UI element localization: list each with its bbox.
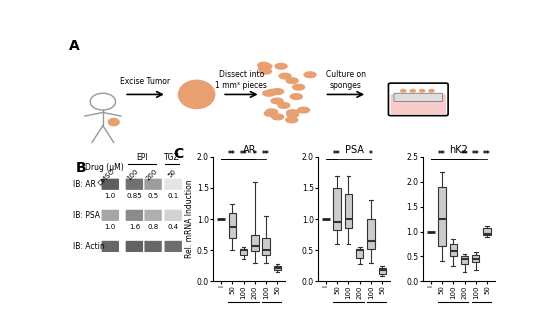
PathPatch shape — [240, 249, 248, 255]
Text: *: * — [369, 150, 373, 159]
Text: IB: AR: IB: AR — [73, 180, 96, 189]
Y-axis label: Rel. mRNA Induction: Rel. mRNA Induction — [185, 180, 194, 258]
Ellipse shape — [271, 98, 283, 104]
Ellipse shape — [263, 90, 274, 96]
Text: 100: 100 — [126, 168, 140, 182]
Text: IB: PSA: IB: PSA — [73, 211, 100, 220]
Text: 1.0: 1.0 — [104, 224, 116, 230]
PathPatch shape — [378, 268, 386, 274]
Ellipse shape — [278, 103, 290, 108]
Text: Drug (μM): Drug (μM) — [85, 163, 124, 172]
FancyBboxPatch shape — [102, 210, 119, 221]
FancyBboxPatch shape — [125, 241, 143, 252]
Text: 0.4: 0.4 — [168, 224, 179, 230]
Text: **: ** — [262, 150, 270, 159]
Text: 1.6: 1.6 — [129, 224, 140, 230]
Text: Dissect into: Dissect into — [219, 70, 264, 79]
PathPatch shape — [356, 249, 364, 258]
Text: 1 mm³ pieces: 1 mm³ pieces — [216, 81, 267, 90]
Ellipse shape — [286, 117, 298, 123]
Text: EPI: EPI — [136, 154, 147, 162]
PathPatch shape — [251, 234, 258, 252]
Ellipse shape — [258, 62, 270, 68]
Text: **: ** — [461, 150, 469, 159]
Ellipse shape — [265, 111, 276, 116]
Ellipse shape — [260, 64, 272, 69]
Ellipse shape — [429, 89, 434, 92]
Text: TGZ: TGZ — [164, 154, 180, 162]
FancyBboxPatch shape — [145, 210, 162, 221]
PathPatch shape — [333, 188, 341, 230]
Text: 0.85: 0.85 — [126, 193, 142, 199]
FancyBboxPatch shape — [394, 93, 443, 101]
Circle shape — [108, 118, 119, 126]
Text: **: ** — [472, 150, 480, 159]
Ellipse shape — [286, 78, 298, 83]
FancyBboxPatch shape — [125, 210, 143, 221]
Text: 1.0: 1.0 — [104, 193, 116, 199]
Ellipse shape — [401, 89, 406, 92]
Text: **: ** — [228, 150, 236, 159]
FancyBboxPatch shape — [145, 241, 162, 252]
Ellipse shape — [420, 89, 425, 92]
Text: 200: 200 — [145, 168, 158, 182]
Text: Excise Tumor: Excise Tumor — [120, 77, 170, 86]
PathPatch shape — [262, 238, 270, 255]
Text: sponges: sponges — [330, 81, 362, 90]
Text: DMSO: DMSO — [97, 168, 116, 187]
FancyBboxPatch shape — [164, 210, 182, 221]
PathPatch shape — [483, 228, 491, 235]
Ellipse shape — [272, 114, 284, 120]
FancyBboxPatch shape — [164, 241, 182, 252]
Title: PSA: PSA — [345, 145, 364, 155]
Ellipse shape — [304, 72, 316, 77]
Text: IB: Actin: IB: Actin — [73, 242, 104, 251]
Text: A: A — [69, 39, 80, 53]
Text: 0.5: 0.5 — [147, 193, 159, 199]
Text: **: ** — [483, 150, 491, 159]
Text: B: B — [75, 161, 86, 175]
Ellipse shape — [275, 64, 287, 69]
Ellipse shape — [290, 94, 302, 100]
Ellipse shape — [260, 69, 272, 74]
Text: **: ** — [333, 150, 341, 159]
PathPatch shape — [438, 187, 446, 246]
Text: *: * — [253, 150, 257, 159]
Ellipse shape — [258, 66, 271, 71]
Ellipse shape — [179, 80, 214, 109]
Text: **: ** — [438, 150, 446, 159]
Text: 50: 50 — [167, 168, 177, 179]
PathPatch shape — [345, 194, 352, 228]
PathPatch shape — [461, 256, 468, 264]
Ellipse shape — [266, 109, 278, 115]
Ellipse shape — [410, 89, 415, 92]
Ellipse shape — [272, 89, 284, 94]
Text: C: C — [173, 147, 184, 161]
PathPatch shape — [367, 219, 375, 249]
Text: 0.8: 0.8 — [147, 224, 159, 230]
FancyBboxPatch shape — [145, 179, 162, 190]
Ellipse shape — [279, 73, 291, 79]
FancyBboxPatch shape — [388, 83, 448, 116]
Text: Culture on: Culture on — [326, 70, 366, 79]
PathPatch shape — [274, 266, 281, 270]
Title: AR: AR — [243, 145, 256, 155]
Ellipse shape — [298, 107, 310, 113]
FancyBboxPatch shape — [164, 179, 182, 190]
PathPatch shape — [449, 244, 457, 256]
Text: 0.1: 0.1 — [168, 193, 179, 199]
FancyBboxPatch shape — [102, 179, 119, 190]
FancyBboxPatch shape — [102, 241, 119, 252]
PathPatch shape — [229, 213, 236, 238]
Ellipse shape — [287, 110, 299, 115]
Ellipse shape — [293, 84, 305, 90]
Text: **: ** — [240, 150, 248, 159]
FancyBboxPatch shape — [390, 94, 446, 114]
PathPatch shape — [472, 255, 480, 262]
FancyBboxPatch shape — [125, 179, 143, 190]
Ellipse shape — [267, 89, 278, 95]
Ellipse shape — [287, 112, 299, 117]
Title: hK2: hK2 — [449, 145, 468, 155]
